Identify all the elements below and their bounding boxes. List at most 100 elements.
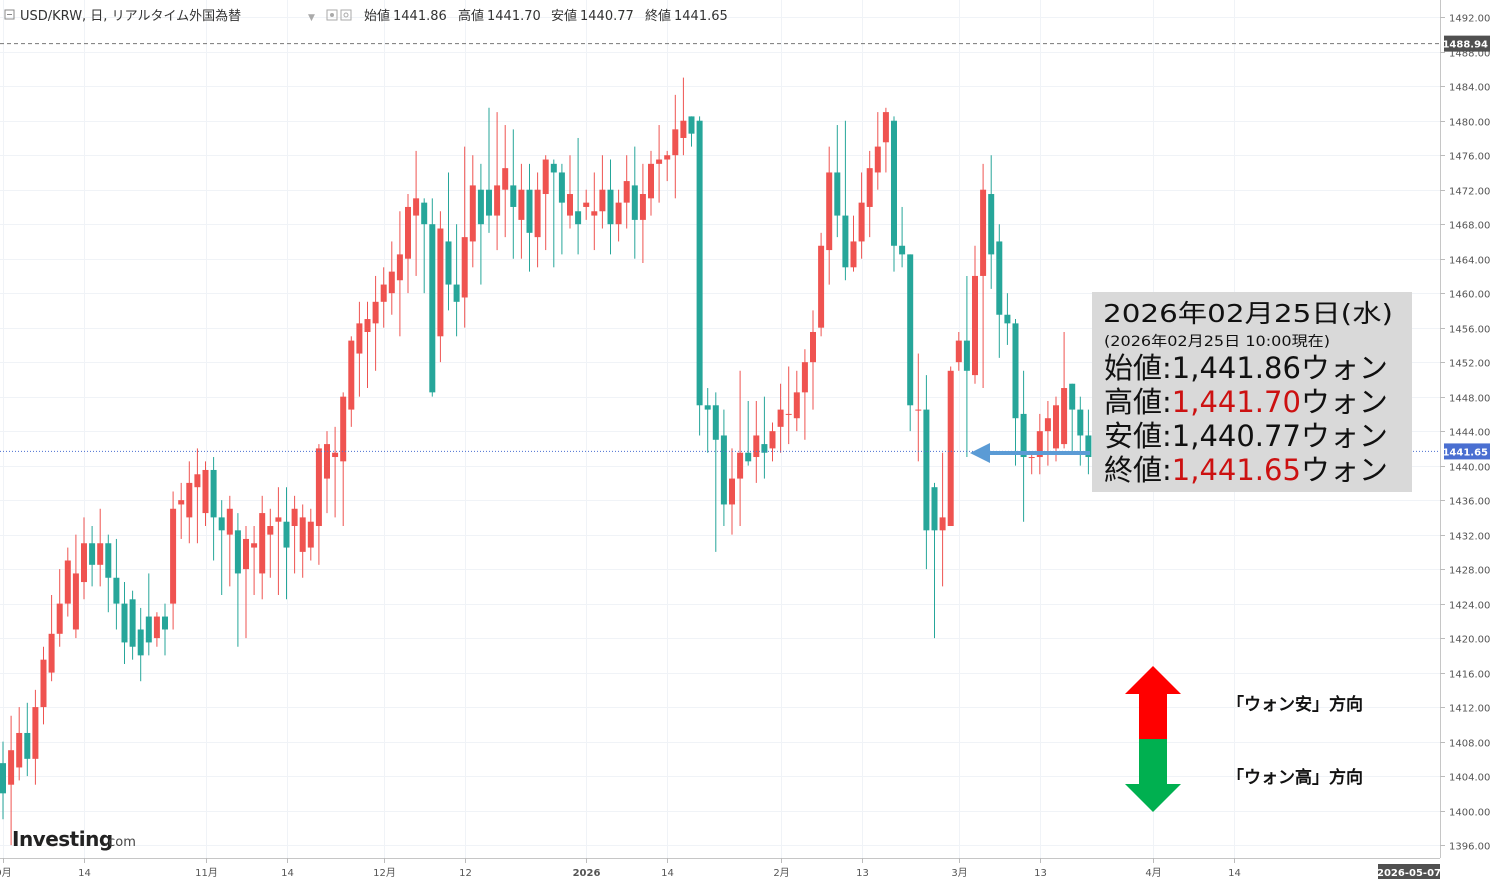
candle[interactable] bbox=[818, 232, 825, 337]
candle[interactable] bbox=[32, 689, 39, 785]
candle[interactable] bbox=[162, 603, 168, 656]
candle[interactable] bbox=[826, 146, 833, 285]
candle[interactable] bbox=[882, 107, 889, 173]
candle[interactable] bbox=[477, 163, 484, 285]
chevron-down-icon[interactable]: ▼ bbox=[308, 13, 315, 23]
candle[interactable] bbox=[874, 112, 881, 190]
candle[interactable] bbox=[623, 155, 630, 229]
candle[interactable] bbox=[291, 495, 298, 574]
candle[interactable] bbox=[113, 538, 120, 630]
candle[interactable] bbox=[283, 487, 290, 600]
candle[interactable] bbox=[1036, 413, 1043, 475]
candle[interactable] bbox=[972, 245, 978, 384]
candle[interactable] bbox=[259, 495, 266, 600]
candle[interactable] bbox=[664, 150, 671, 182]
eye-icon[interactable] bbox=[326, 9, 338, 21]
candle[interactable] bbox=[980, 163, 987, 389]
candle[interactable] bbox=[72, 534, 79, 639]
y-axis[interactable]: 1396.00 1400.00 1404.00 1408.00 1412.00 1416.… bbox=[1440, 14, 1490, 853]
candle[interactable] bbox=[680, 77, 687, 156]
candle[interactable] bbox=[348, 336, 355, 427]
candle[interactable] bbox=[396, 211, 403, 337]
candle[interactable] bbox=[1012, 319, 1019, 466]
candle[interactable] bbox=[251, 526, 258, 595]
candle[interactable] bbox=[307, 508, 314, 561]
candle[interactable] bbox=[720, 409, 727, 527]
candle[interactable] bbox=[502, 125, 509, 238]
settings-icon[interactable] bbox=[340, 9, 352, 21]
candle[interactable] bbox=[469, 155, 476, 268]
candle[interactable] bbox=[372, 275, 379, 371]
candle[interactable] bbox=[704, 388, 711, 453]
candle[interactable] bbox=[996, 224, 1003, 358]
candle[interactable] bbox=[56, 569, 63, 647]
candle[interactable] bbox=[567, 155, 573, 229]
candle[interactable] bbox=[218, 500, 225, 595]
candle[interactable] bbox=[486, 107, 492, 233]
candle[interactable] bbox=[834, 125, 841, 238]
candle[interactable] bbox=[955, 331, 962, 371]
candle[interactable] bbox=[324, 431, 330, 514]
candle[interactable] bbox=[170, 491, 177, 630]
candle[interactable] bbox=[8, 715, 15, 846]
candle[interactable] bbox=[785, 366, 792, 445]
candle[interactable] bbox=[356, 301, 363, 397]
candle[interactable] bbox=[105, 534, 112, 613]
candle[interactable] bbox=[615, 189, 622, 242]
candle[interactable] bbox=[607, 159, 614, 255]
candle[interactable] bbox=[89, 526, 96, 587]
candle[interactable] bbox=[737, 370, 744, 527]
candle[interactable] bbox=[1004, 293, 1011, 345]
candle[interactable] bbox=[194, 448, 201, 544]
candle[interactable] bbox=[121, 582, 128, 664]
candle[interactable] bbox=[729, 448, 735, 535]
candle[interactable] bbox=[453, 224, 460, 337]
candle[interactable] bbox=[688, 116, 695, 147]
candle[interactable] bbox=[915, 353, 922, 462]
candle[interactable] bbox=[421, 198, 428, 294]
x-axis[interactable]: 9月 14 11月 14 12月 12 2026 14 2月 13 3月 13 4月 14 bbox=[0, 858, 1241, 879]
candle[interactable] bbox=[226, 495, 233, 587]
candle[interactable] bbox=[405, 194, 411, 294]
candle[interactable] bbox=[0, 741, 6, 820]
candle[interactable] bbox=[550, 159, 557, 268]
candle[interactable] bbox=[1069, 383, 1076, 453]
candle[interactable] bbox=[534, 172, 541, 268]
candle[interactable] bbox=[526, 163, 533, 272]
candle[interactable] bbox=[388, 241, 395, 315]
candle[interactable] bbox=[494, 112, 501, 251]
candle[interactable] bbox=[801, 349, 808, 440]
candle[interactable] bbox=[939, 452, 946, 587]
candle[interactable] bbox=[97, 508, 104, 587]
candle[interactable] bbox=[267, 508, 274, 578]
candle[interactable] bbox=[1053, 396, 1059, 462]
candle[interactable] bbox=[769, 422, 776, 462]
candle[interactable] bbox=[696, 116, 703, 436]
candle[interactable] bbox=[712, 392, 719, 552]
candle[interactable] bbox=[48, 594, 55, 682]
candle[interactable] bbox=[243, 526, 249, 639]
candle[interactable] bbox=[178, 482, 185, 539]
candle[interactable] bbox=[639, 163, 646, 264]
candlestick-series[interactable] bbox=[0, 77, 1100, 846]
candle[interactable] bbox=[16, 707, 23, 781]
candle[interactable] bbox=[1061, 331, 1068, 449]
candle[interactable] bbox=[518, 163, 525, 259]
candle[interactable] bbox=[907, 254, 914, 432]
candle[interactable] bbox=[777, 383, 784, 453]
candle[interactable] bbox=[842, 120, 849, 281]
candle[interactable] bbox=[558, 163, 565, 255]
candle[interactable] bbox=[745, 400, 752, 466]
candle[interactable] bbox=[380, 267, 387, 328]
candle[interactable] bbox=[947, 366, 954, 527]
candle[interactable] bbox=[340, 392, 347, 527]
candle[interactable] bbox=[793, 370, 800, 432]
candle[interactable] bbox=[137, 607, 144, 682]
candle[interactable] bbox=[761, 396, 768, 479]
candle[interactable] bbox=[153, 612, 160, 647]
candle[interactable] bbox=[64, 547, 71, 617]
candle[interactable] bbox=[202, 461, 209, 527]
candle[interactable] bbox=[753, 400, 760, 483]
candle[interactable] bbox=[437, 211, 444, 363]
